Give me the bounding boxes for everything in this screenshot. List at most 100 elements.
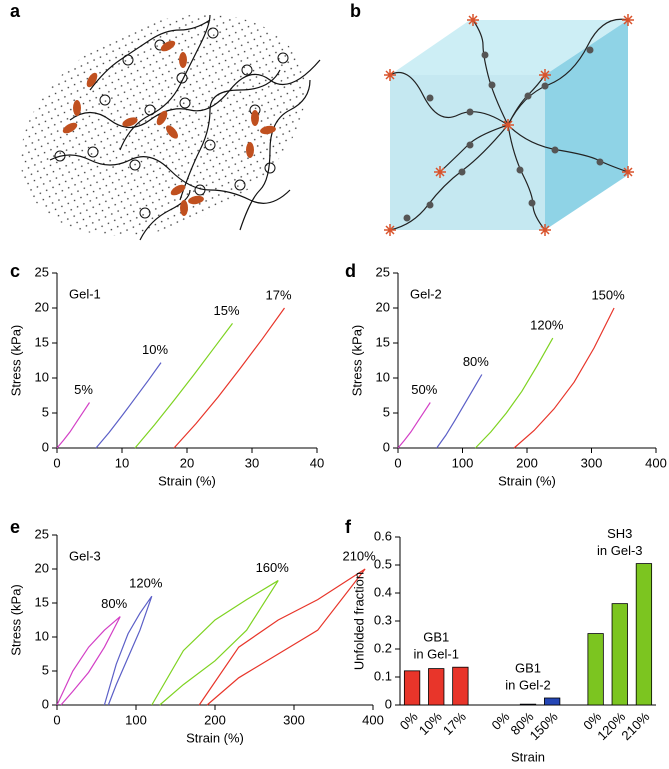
curve (95, 362, 162, 449)
y-tick-label: 20 (35, 560, 49, 575)
curve-label: 120% (129, 576, 163, 591)
group-label: in Gel-2 (505, 677, 551, 692)
curve (56, 616, 121, 706)
y-tick-label: 20 (35, 299, 49, 314)
curve (103, 595, 153, 706)
group-label: GB1 (423, 630, 449, 645)
x-tick-label: 17% (440, 709, 469, 738)
x-tick-label: 10 (115, 455, 129, 470)
y-tick-label: 10 (35, 628, 49, 643)
y-tick-label: 0.2 (374, 640, 392, 655)
panel-label: d (345, 261, 356, 281)
curve-label: 150% (591, 287, 625, 302)
panel-label: b (350, 1, 361, 21)
curve (173, 307, 285, 449)
curve (513, 307, 615, 449)
bar (452, 666, 469, 706)
bar (428, 668, 445, 706)
bar (611, 603, 628, 706)
y-tick-label: 15 (35, 334, 49, 349)
y-tick-label: 25 (35, 264, 49, 279)
x-tick-label: 400 (645, 455, 667, 470)
curve-label: 120% (530, 318, 564, 333)
curve (198, 568, 366, 706)
y-tick-label: 0 (42, 439, 49, 454)
curve-label: 80% (101, 596, 127, 611)
y-tick-label: 0.6 (374, 528, 392, 543)
panel-label: e (10, 517, 20, 537)
panel-label: c (10, 261, 20, 281)
chart-title: Gel-2 (410, 286, 442, 301)
x-tick-label: 0 (394, 455, 401, 470)
x-tick-label: 0 (53, 455, 60, 470)
curve-label: 50% (411, 382, 437, 397)
network-diagram (20, 14, 321, 241)
y-axis-label: Unfolded fraction (351, 572, 366, 670)
y-tick-label: 0.1 (374, 668, 392, 683)
bar (403, 670, 421, 706)
y-tick-label: 15 (35, 594, 49, 609)
curve-label: 5% (74, 382, 93, 397)
x-tick-label: 0 (53, 712, 60, 727)
bar (544, 697, 561, 706)
curve (436, 374, 483, 449)
x-axis-label: Strain (%) (498, 473, 556, 488)
panel-label: f (345, 517, 352, 537)
x-tick-label: 40 (310, 455, 324, 470)
y-axis-label: Stress (kPa) (8, 584, 23, 656)
x-tick-label: 300 (581, 455, 603, 470)
x-tick-label: 150% (527, 709, 561, 743)
y-tick-label: 25 (376, 264, 390, 279)
x-tick-label: 100 (125, 712, 147, 727)
star-polymer-diagram (384, 14, 634, 236)
y-tick-label: 0.4 (374, 584, 392, 599)
x-tick-label: 10% (416, 709, 445, 738)
chart-title: Gel-3 (69, 548, 101, 563)
group-label: GB1 (515, 660, 541, 675)
x-tick-label: 30 (245, 455, 259, 470)
y-tick-label: 10 (376, 369, 390, 384)
y-tick-label: 0.3 (374, 612, 392, 627)
x-axis-label: Strain (511, 749, 545, 764)
y-tick-label: 0 (385, 696, 392, 711)
curve-label: 80% (463, 354, 489, 369)
y-tick-label: 25 (35, 526, 49, 541)
bar (519, 703, 537, 706)
curve (56, 402, 91, 449)
y-tick-label: 0 (383, 439, 390, 454)
curve-label: 15% (213, 303, 239, 318)
x-tick-label: 300 (283, 712, 305, 727)
curve-label: 17% (265, 287, 291, 302)
y-axis-label: Stress (kPa) (8, 325, 23, 397)
y-axis-label: Stress (kPa) (349, 325, 364, 397)
curve (397, 402, 431, 449)
curve-label: 210% (342, 548, 376, 563)
panel-label: a (10, 1, 21, 21)
y-tick-label: 0 (42, 696, 49, 711)
curve (151, 580, 279, 706)
bar (635, 563, 653, 706)
x-tick-label: 100 (452, 455, 474, 470)
y-tick-label: 10 (35, 369, 49, 384)
x-axis-label: Strain (%) (186, 730, 244, 745)
bar (587, 633, 604, 706)
x-tick-label: 400 (362, 712, 384, 727)
y-tick-label: 5 (42, 404, 49, 419)
curve-label: 160% (256, 560, 290, 575)
curve (474, 337, 554, 449)
curve (134, 323, 233, 449)
group-label: in Gel-3 (597, 543, 643, 558)
group-label: SH3 (607, 526, 632, 541)
y-tick-label: 15 (376, 334, 390, 349)
curve-label: 10% (142, 342, 168, 357)
y-tick-label: 5 (42, 662, 49, 677)
x-tick-label: 200 (204, 712, 226, 727)
x-tick-label: 200 (516, 455, 538, 470)
x-axis-label: Strain (%) (158, 473, 216, 488)
y-tick-label: 5 (383, 404, 390, 419)
y-tick-label: 20 (376, 299, 390, 314)
y-tick-label: 0.5 (374, 556, 392, 571)
chart-title: Gel-1 (69, 286, 101, 301)
x-tick-label: 210% (618, 709, 652, 743)
